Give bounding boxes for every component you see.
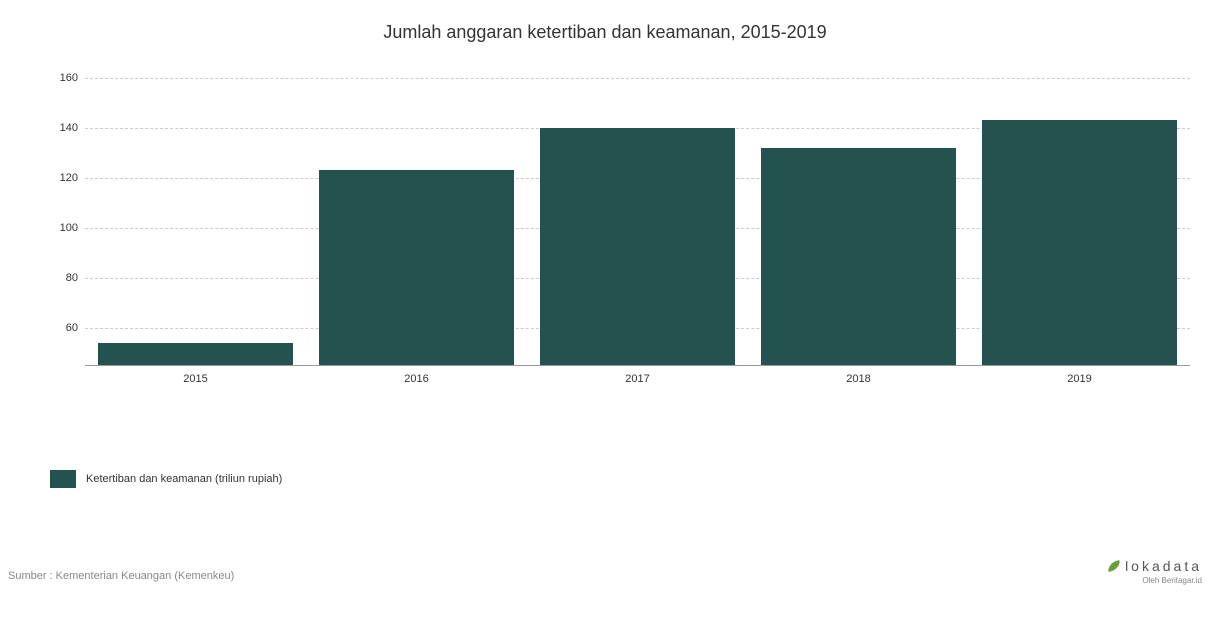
bar [540, 128, 734, 366]
y-tick-label: 60 [48, 322, 78, 334]
legend-swatch [50, 470, 76, 488]
legend: Ketertiban dan keamanan (triliun rupiah) [50, 470, 282, 488]
source-text: Sumber : Kementerian Keuangan (Kemenkeu) [8, 570, 234, 582]
x-tick-label: 2015 [183, 373, 207, 385]
chart-title: Jumlah anggaran ketertiban dan keamanan,… [0, 0, 1210, 53]
plot-area: 608010012014016020152016201720182019 [85, 65, 1190, 365]
bar [98, 343, 292, 366]
chart-container: Jumlah anggaran ketertiban dan keamanan,… [0, 0, 1210, 628]
brand-subtitle: Oleh Beritagar.id [1107, 576, 1202, 585]
x-tick-label: 2019 [1067, 373, 1091, 385]
y-tick-label: 160 [48, 72, 78, 84]
legend-label: Ketertiban dan keamanan (triliun rupiah) [86, 473, 282, 485]
y-tick-label: 100 [48, 222, 78, 234]
bar [982, 120, 1176, 365]
x-tick-label: 2016 [404, 373, 428, 385]
bar [761, 148, 955, 366]
brand-logo: lokadata [1107, 558, 1202, 574]
x-tick-label: 2017 [625, 373, 649, 385]
leaf-icon [1107, 559, 1121, 573]
bar [319, 170, 513, 365]
y-tick-label: 120 [48, 172, 78, 184]
x-tick-label: 2018 [846, 373, 870, 385]
gridline [85, 78, 1190, 79]
y-tick-label: 140 [48, 122, 78, 134]
baseline [85, 365, 1190, 366]
brand: lokadata Oleh Beritagar.id [1107, 558, 1202, 585]
y-tick-label: 80 [48, 272, 78, 284]
brand-text: lokadata [1125, 558, 1202, 574]
chart-area: 608010012014016020152016201720182019 [50, 65, 1190, 365]
